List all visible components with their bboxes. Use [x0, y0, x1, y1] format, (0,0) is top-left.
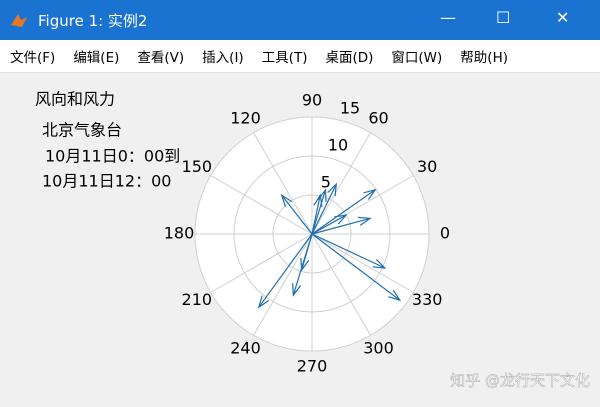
window-title: Figure 1: 实例2 — [38, 12, 148, 30]
theta-tick-label: 30 — [417, 157, 437, 176]
theta-tick-label: 210 — [182, 290, 213, 309]
arrow-head — [313, 193, 323, 208]
arrow — [300, 233, 313, 272]
arrow — [311, 193, 323, 235]
theta-tick-label: 120 — [230, 108, 261, 127]
arrow-shaft — [311, 217, 371, 235]
arrow-shaft — [301, 233, 313, 271]
r-tick-label: 15 — [340, 99, 360, 118]
theta-tick-label: 150 — [182, 157, 213, 176]
arrow-head — [388, 289, 402, 302]
menu-item[interactable]: 编辑(E) — [73, 50, 120, 66]
theta-tick-label: 60 — [368, 108, 388, 127]
watermark: 知乎 @龙行天下文化 — [450, 372, 590, 390]
arrow — [257, 233, 313, 309]
r-tick-label: 5 — [321, 173, 331, 192]
arrow-shaft — [311, 183, 337, 235]
theta-tick-label: 240 — [230, 339, 261, 358]
grid-spoke — [311, 233, 371, 336]
grid-spoke — [210, 175, 313, 235]
menu-item[interactable]: 桌面(D) — [325, 50, 374, 66]
app-icon — [11, 14, 27, 27]
arrow — [311, 216, 372, 235]
theta-tick-label: 300 — [363, 339, 394, 358]
arrow — [311, 182, 338, 235]
menu-item[interactable]: 窗口(W) — [391, 50, 443, 66]
arrow-head — [327, 182, 338, 197]
arrow-head — [372, 259, 387, 269]
menu-item[interactable]: 查看(V) — [137, 50, 185, 66]
arrow-shaft — [258, 233, 313, 308]
arrow-shaft — [311, 233, 386, 269]
arrow-head — [300, 257, 310, 272]
grid-spoke — [210, 233, 313, 293]
arrow-shaft — [311, 194, 321, 235]
arrow — [311, 233, 402, 302]
arrow-shaft — [311, 233, 401, 301]
theta-tick-label: 90 — [302, 91, 322, 110]
grid-spoke — [253, 132, 313, 235]
arrow-head — [257, 295, 270, 309]
arrow-shaft — [311, 189, 327, 235]
figure: 510150306090120150180210240270300330风向和风… — [35, 90, 590, 390]
r-tick-label: 10 — [328, 136, 348, 155]
menu-item[interactable]: 插入(I) — [202, 50, 244, 66]
menu-item[interactable]: 帮助(H) — [460, 50, 508, 66]
annotation: 10月11日12：00 — [42, 172, 171, 191]
arrow-shaft — [311, 214, 347, 235]
maximize[interactable]: ☐ — [496, 8, 511, 27]
grid-spoke — [253, 233, 313, 336]
arrow — [311, 188, 377, 235]
theta-tick-label: 0 — [440, 224, 450, 243]
theta-tick-label: 270 — [297, 357, 328, 376]
close[interactable]: ✕ — [556, 8, 570, 27]
annotation: 北京气象台 — [42, 121, 122, 140]
arrow-head — [363, 188, 377, 200]
arrow-shaft — [311, 189, 376, 235]
menu-item[interactable]: 工具(T) — [261, 50, 308, 66]
theta-tick-label: 330 — [412, 290, 443, 309]
arrow — [311, 214, 348, 235]
title-bar: Figure 1: 实例2 — ☐ ✕ — [0, 0, 600, 40]
arrow-head — [292, 283, 302, 297]
grid-spoke — [311, 233, 414, 293]
annotation: 10月11日0：00到 — [45, 147, 180, 166]
grid-spoke — [311, 132, 371, 235]
menu-item[interactable]: 文件(F) — [10, 50, 56, 66]
theta-tick-label: 180 — [164, 224, 195, 243]
menu-bar: 文件(F) 编辑(E) 查看(V) 插入(I) 工具(T) 桌面(D) 窗口(W) 帮助(H) — [0, 40, 600, 73]
arrow-shaft — [281, 194, 313, 235]
arrow-head — [358, 216, 372, 226]
chart-title: 风向和风力 — [35, 90, 115, 109]
arrow-head — [280, 193, 293, 207]
arrow — [280, 193, 313, 235]
minimize[interactable]: — — [440, 8, 456, 27]
arrow — [311, 233, 387, 269]
arrow-head — [334, 214, 348, 225]
